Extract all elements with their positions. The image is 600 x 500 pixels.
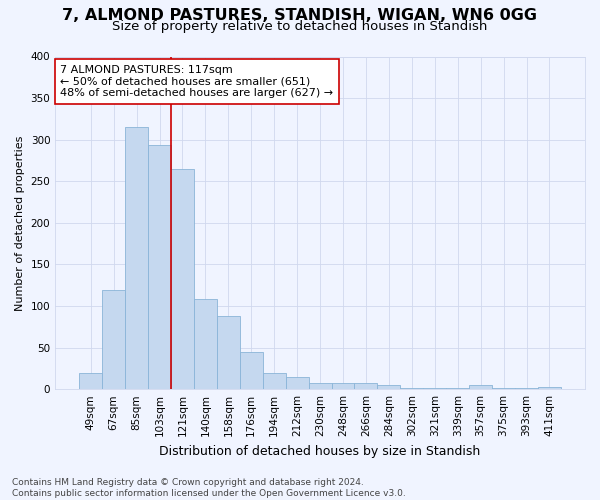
Bar	[217, 316, 240, 389]
X-axis label: Distribution of detached houses by size in Standish: Distribution of detached houses by size …	[160, 444, 481, 458]
Bar	[308, 382, 332, 389]
Bar	[240, 352, 263, 389]
Bar	[400, 388, 423, 389]
Bar	[125, 127, 148, 389]
Bar	[102, 290, 125, 389]
Bar	[332, 382, 355, 389]
Text: Size of property relative to detached houses in Standish: Size of property relative to detached ho…	[112, 20, 488, 33]
Text: 7, ALMOND PASTURES, STANDISH, WIGAN, WN6 0GG: 7, ALMOND PASTURES, STANDISH, WIGAN, WN6…	[62, 8, 538, 22]
Bar	[355, 382, 377, 389]
Bar	[446, 388, 469, 389]
Bar	[79, 374, 102, 389]
Bar	[148, 146, 171, 389]
Text: Contains HM Land Registry data © Crown copyright and database right 2024.
Contai: Contains HM Land Registry data © Crown c…	[12, 478, 406, 498]
Bar	[515, 388, 538, 389]
Y-axis label: Number of detached properties: Number of detached properties	[15, 135, 25, 310]
Bar	[423, 388, 446, 389]
Bar	[469, 385, 492, 389]
Bar	[263, 372, 286, 389]
Bar	[377, 385, 400, 389]
Bar	[171, 169, 194, 389]
Text: 7 ALMOND PASTURES: 117sqm
← 50% of detached houses are smaller (651)
48% of semi: 7 ALMOND PASTURES: 117sqm ← 50% of detac…	[61, 65, 334, 98]
Bar	[492, 388, 515, 389]
Bar	[194, 298, 217, 389]
Bar	[286, 376, 308, 389]
Bar	[538, 386, 561, 389]
